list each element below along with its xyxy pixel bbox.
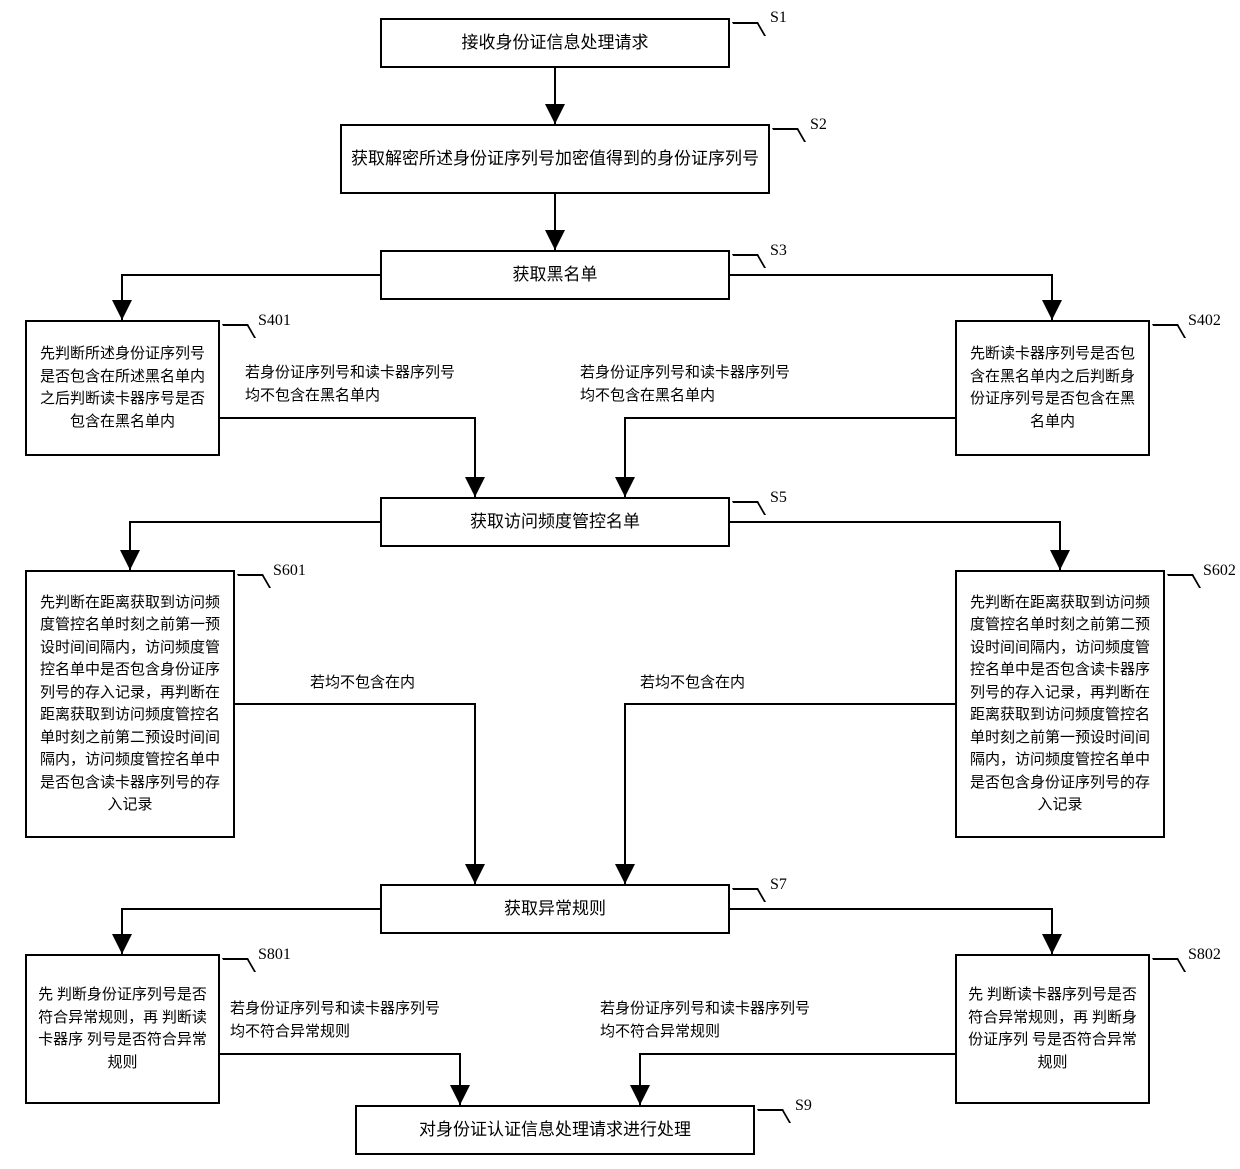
node-s2: 获取解密所述身份证序列号加密值得到的身份证序列号	[340, 124, 770, 194]
label-s802: S802	[1188, 946, 1221, 964]
node-s5-text: 获取访问频度管控名单	[470, 509, 640, 535]
label-s402: S402	[1188, 312, 1221, 330]
node-s1: 接收身份证信息处理请求	[380, 18, 730, 68]
node-s1-text: 接收身份证信息处理请求	[462, 30, 649, 56]
label-s1: S1	[770, 9, 787, 27]
tick-s2	[772, 128, 806, 142]
label-s602: S602	[1203, 562, 1236, 580]
node-s3: 获取黑名单	[380, 250, 730, 300]
label-s401: S401	[258, 312, 291, 330]
edge-label-602-7: 若均不包含在内	[640, 672, 780, 695]
node-s602-text: 先判断在距离获取到访问频度管控名单时刻之前第二预设时间间隔内，访问频度管控名单中…	[965, 592, 1155, 817]
label-s7: S7	[770, 876, 787, 894]
label-s601: S601	[273, 562, 306, 580]
label-s801: S801	[258, 946, 291, 964]
tick-s801	[222, 958, 256, 972]
tick-s402	[1152, 324, 1186, 338]
edge-label-802-9: 若身份证序列号和读卡器序列号均不符合异常规则	[600, 998, 810, 1043]
node-s9-text: 对身份证认证信息处理请求进行处理	[419, 1117, 691, 1143]
node-s401-text: 先判断所述身份证序列号是否包含在所述黑名单内之后判断读卡器序号是否包含在黑名单内	[35, 343, 210, 433]
node-s601-text: 先判断在距离获取到访问频度管控名单时刻之前第一预设时间间隔内，访问频度管控名单中…	[35, 592, 225, 817]
node-s5: 获取访问频度管控名单	[380, 497, 730, 547]
edge-label-402-5: 若身份证序列号和读卡器序列号均不包含在黑名单内	[580, 362, 790, 407]
node-s2-text: 获取解密所述身份证序列号加密值得到的身份证序列号	[351, 146, 759, 172]
tick-s5	[732, 501, 766, 515]
tick-s9	[757, 1109, 791, 1123]
node-s3-text: 获取黑名单	[513, 262, 598, 288]
node-s7: 获取异常规则	[380, 884, 730, 934]
tick-s401	[222, 324, 256, 338]
tick-s7	[732, 888, 766, 902]
node-s9: 对身份证认证信息处理请求进行处理	[355, 1105, 755, 1155]
node-s402: 先断读卡器序列号是否包含在黑名单内之后判断身份证序列号是否包含在黑名单内	[955, 320, 1150, 456]
node-s801-text: 先 判断身份证序列号是否符合异常规则，再 判断读卡器序 列号是否符合异常规则	[35, 984, 210, 1074]
tick-s3	[732, 254, 766, 268]
label-s9: S9	[795, 1097, 812, 1115]
node-s802-text: 先 判断读卡器序列号是否符合异常规则，再 判断身份证序列 号是否符合异常规则	[965, 984, 1140, 1074]
node-s7-text: 获取异常规则	[504, 896, 606, 922]
node-s802: 先 判断读卡器序列号是否符合异常规则，再 判断身份证序列 号是否符合异常规则	[955, 954, 1150, 1104]
node-s401: 先判断所述身份证序列号是否包含在所述黑名单内之后判断读卡器序号是否包含在黑名单内	[25, 320, 220, 456]
edge-label-401-5: 若身份证序列号和读卡器序列号均不包含在黑名单内	[245, 362, 455, 407]
edge-label-801-9: 若身份证序列号和读卡器序列号均不符合异常规则	[230, 998, 440, 1043]
node-s602: 先判断在距离获取到访问频度管控名单时刻之前第二预设时间间隔内，访问频度管控名单中…	[955, 570, 1165, 838]
tick-s1	[732, 22, 766, 36]
tick-s802	[1152, 958, 1186, 972]
label-s3: S3	[770, 242, 787, 260]
node-s402-text: 先断读卡器序列号是否包含在黑名单内之后判断身份证序列号是否包含在黑名单内	[965, 343, 1140, 433]
node-s601: 先判断在距离获取到访问频度管控名单时刻之前第一预设时间间隔内，访问频度管控名单中…	[25, 570, 235, 838]
tick-s602	[1167, 574, 1201, 588]
node-s801: 先 判断身份证序列号是否符合异常规则，再 判断读卡器序 列号是否符合异常规则	[25, 954, 220, 1104]
edge-label-601-7: 若均不包含在内	[310, 672, 450, 695]
label-s2: S2	[810, 116, 827, 134]
label-s5: S5	[770, 489, 787, 507]
tick-s601	[237, 574, 271, 588]
